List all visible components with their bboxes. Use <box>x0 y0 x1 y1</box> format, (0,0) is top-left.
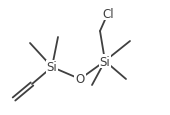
Text: Si: Si <box>47 61 57 74</box>
Text: Si: Si <box>100 55 110 68</box>
Text: Cl: Cl <box>102 7 114 20</box>
Text: O: O <box>75 73 85 86</box>
